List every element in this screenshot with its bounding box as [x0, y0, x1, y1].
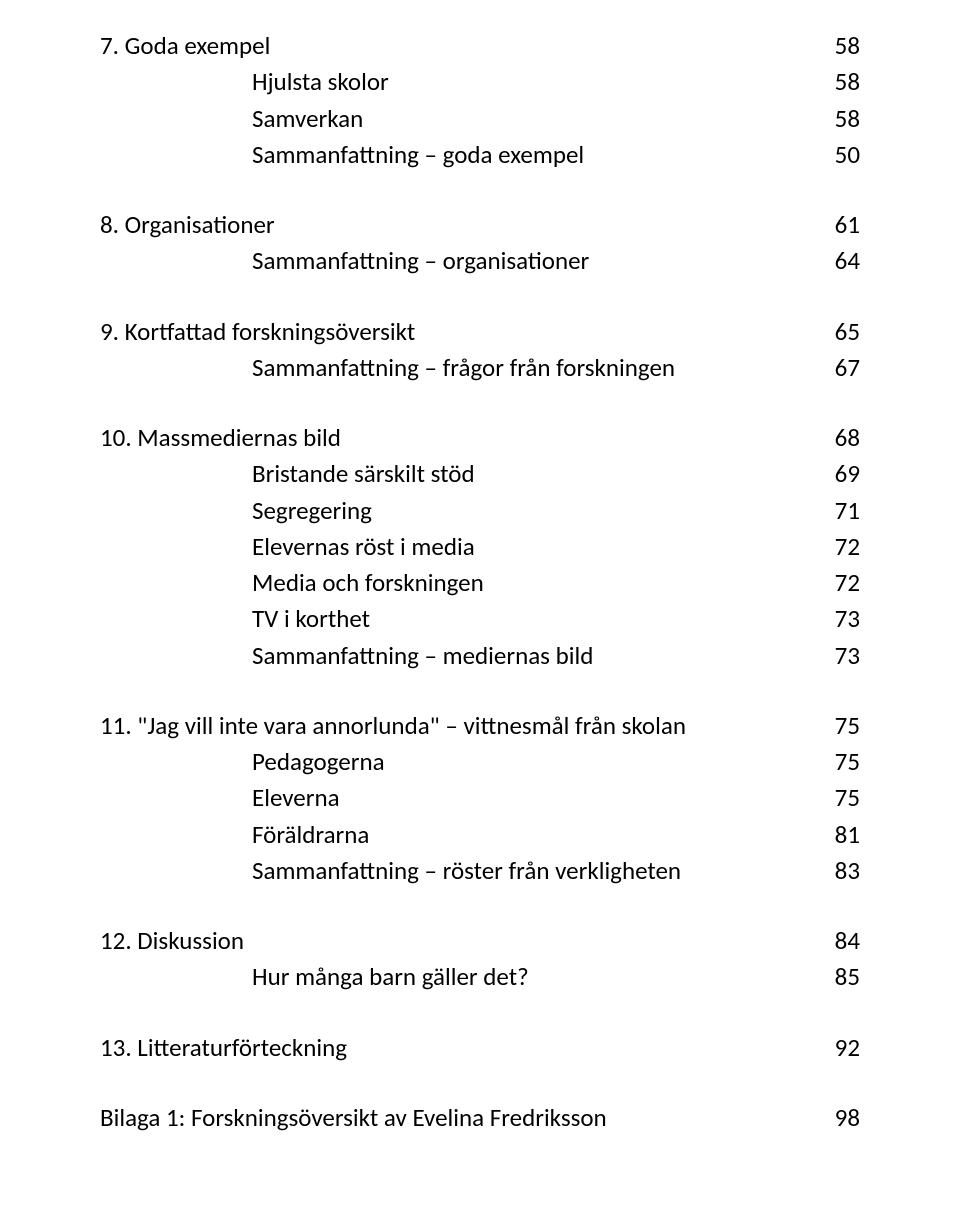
toc-item-page: 58: [810, 101, 860, 137]
toc-item-label: Hur många barn gäller det?: [100, 959, 529, 995]
toc-item-row: TV i korthet 73: [100, 601, 860, 637]
toc-item-page: 67: [810, 350, 860, 386]
toc-heading-page: 92: [810, 1030, 860, 1066]
toc-item-label: Sammanfattning – frågor från forskningen: [100, 350, 675, 386]
toc-item-label: Sammanfattning – goda exempel: [100, 137, 584, 173]
toc-heading-page: 65: [810, 314, 860, 350]
toc-item-label: Segregering: [100, 493, 372, 529]
toc-item-label: TV i korthet: [100, 601, 370, 637]
toc-heading-row: 8. Organisationer 61: [100, 207, 860, 243]
toc-item-row: Sammanfattning – organisationer 64: [100, 243, 860, 279]
toc-heading-page: 61: [810, 207, 860, 243]
toc-item-page: 71: [810, 493, 860, 529]
toc-section: 8. Organisationer 61 Sammanfattning – or…: [100, 207, 860, 280]
toc-heading-page: 68: [810, 420, 860, 456]
toc-section: 13. Litteraturförteckning 92: [100, 1030, 860, 1066]
toc-heading-label: 10. Massmediernas bild: [100, 420, 341, 456]
toc-item-page: 75: [810, 744, 860, 780]
toc-item-page: 58: [810, 64, 860, 100]
toc-item-row: Segregering 71: [100, 493, 860, 529]
toc-item-label: Media och forskningen: [100, 565, 484, 601]
toc-heading-row: 10. Massmediernas bild 68: [100, 420, 860, 456]
toc-heading-row: 7. Goda exempel 58: [100, 28, 860, 64]
toc-heading-row: Bilaga 1: Forskningsöversikt av Evelina …: [100, 1100, 860, 1136]
toc-item-page: 72: [810, 529, 860, 565]
toc-item-page: 75: [810, 780, 860, 816]
toc-item-page: 73: [810, 601, 860, 637]
toc-heading-label: 9. Kortfattad forskningsöversikt: [100, 314, 415, 350]
toc-heading-page: 75: [810, 708, 860, 744]
toc-item-label: Bristande särskilt stöd: [100, 456, 475, 492]
toc-item-page: 73: [810, 638, 860, 674]
toc-item-label: Pedagogerna: [100, 744, 385, 780]
toc-section: 7. Goda exempel 58 Hjulsta skolor 58 Sam…: [100, 28, 860, 173]
toc-item-label: Samverkan: [100, 101, 363, 137]
toc-item-row: Sammanfattning – goda exempel 50: [100, 137, 860, 173]
toc-heading-label: 11. "Jag vill inte vara annorlunda" – vi…: [100, 708, 686, 744]
toc-section: 10. Massmediernas bild 68 Bristande särs…: [100, 420, 860, 674]
toc-page: 7. Goda exempel 58 Hjulsta skolor 58 Sam…: [0, 0, 960, 1210]
toc-heading-row: 12. Diskussion 84: [100, 923, 860, 959]
toc-heading-label: 8. Organisationer: [100, 207, 275, 243]
toc-item-label: Elevernas röst i media: [100, 529, 475, 565]
toc-item-row: Hur många barn gäller det? 85: [100, 959, 860, 995]
toc-item-row: Bristande särskilt stöd 69: [100, 456, 860, 492]
toc-item-label: Eleverna: [100, 780, 340, 816]
toc-section: Bilaga 1: Forskningsöversikt av Evelina …: [100, 1100, 860, 1136]
toc-item-row: Hjulsta skolor 58: [100, 64, 860, 100]
toc-heading-label: 7. Goda exempel: [100, 28, 270, 64]
toc-item-label: Sammanfattning – mediernas bild: [100, 638, 593, 674]
toc-item-page: 85: [810, 959, 860, 995]
toc-item-row: Föräldrarna 81: [100, 817, 860, 853]
toc-item-row: Sammanfattning – frågor från forskningen…: [100, 350, 860, 386]
toc-item-label: Sammanfattning – organisationer: [100, 243, 589, 279]
toc-heading-page: 98: [810, 1100, 860, 1136]
toc-item-page: 69: [810, 456, 860, 492]
toc-item-page: 81: [810, 817, 860, 853]
toc-item-row: Pedagogerna 75: [100, 744, 860, 780]
toc-item-page: 72: [810, 565, 860, 601]
toc-item-page: 64: [810, 243, 860, 279]
toc-item-label: Sammanfattning – röster från verklighete…: [100, 853, 681, 889]
toc-item-row: Sammanfattning – röster från verklighete…: [100, 853, 860, 889]
toc-heading-page: 58: [810, 28, 860, 64]
toc-item-label: Hjulsta skolor: [100, 64, 389, 100]
toc-item-page: 83: [810, 853, 860, 889]
toc-item-label: Föräldrarna: [100, 817, 369, 853]
toc-item-row: Elevernas röst i media 72: [100, 529, 860, 565]
toc-section: 12. Diskussion 84 Hur många barn gäller …: [100, 923, 860, 996]
toc-heading-label: 13. Litteraturförteckning: [100, 1030, 347, 1066]
toc-item-row: Eleverna 75: [100, 780, 860, 816]
toc-heading-row: 11. "Jag vill inte vara annorlunda" – vi…: [100, 708, 860, 744]
toc-heading-label: Bilaga 1: Forskningsöversikt av Evelina …: [100, 1100, 607, 1136]
toc-heading-label: 12. Diskussion: [100, 923, 244, 959]
toc-item-row: Sammanfattning – mediernas bild 73: [100, 638, 860, 674]
toc-heading-row: 13. Litteraturförteckning 92: [100, 1030, 860, 1066]
toc-item-row: Samverkan 58: [100, 101, 860, 137]
toc-heading-page: 84: [810, 923, 860, 959]
toc-item-row: Media och forskningen 72: [100, 565, 860, 601]
toc-section: 9. Kortfattad forskningsöversikt 65 Samm…: [100, 314, 860, 387]
toc-item-page: 50: [810, 137, 860, 173]
toc-section: 11. "Jag vill inte vara annorlunda" – vi…: [100, 708, 860, 889]
toc-heading-row: 9. Kortfattad forskningsöversikt 65: [100, 314, 860, 350]
